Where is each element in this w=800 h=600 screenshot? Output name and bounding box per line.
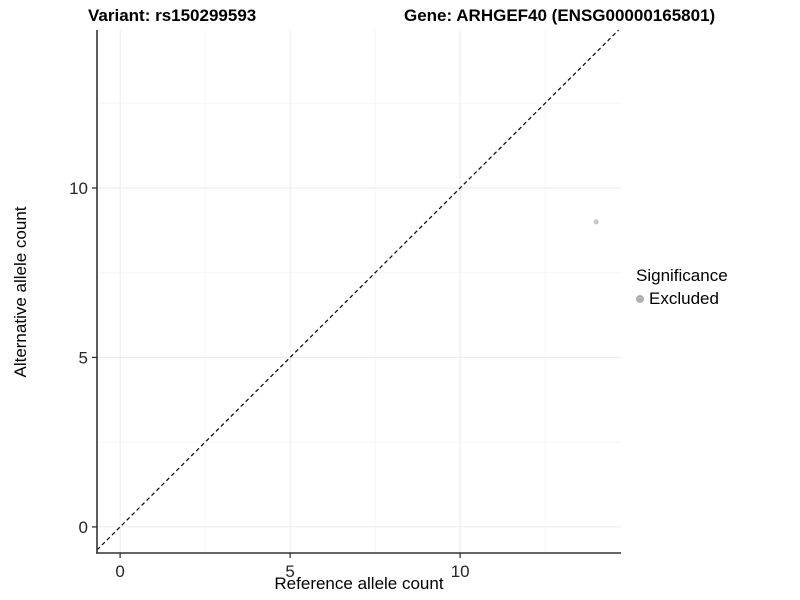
legend: Significance Excluded [636,266,728,309]
y-axis-label: Alternative allele count [11,206,30,378]
legend-item-label: Excluded [649,289,719,308]
data-point [593,219,599,225]
legend-title: Significance [636,266,728,285]
x-axis-label: Reference allele count [274,574,444,593]
x-tick-label: 5 [285,562,294,581]
identity-dashed-line [96,29,620,551]
x-tick-label: 10 [451,562,470,581]
y-tick-label: 5 [79,348,88,367]
plot-title-gene: Gene: ARHGEF40 (ENSG00000165801) [404,6,716,25]
y-tick-label: 10 [69,179,88,198]
x-tick-label: 0 [115,562,124,581]
legend-key-dot-icon [636,295,644,303]
plot-title-variant: Variant: rs150299593 [88,6,257,25]
legend-item-excluded: Excluded [636,289,728,309]
y-tick-label: 0 [79,518,88,537]
